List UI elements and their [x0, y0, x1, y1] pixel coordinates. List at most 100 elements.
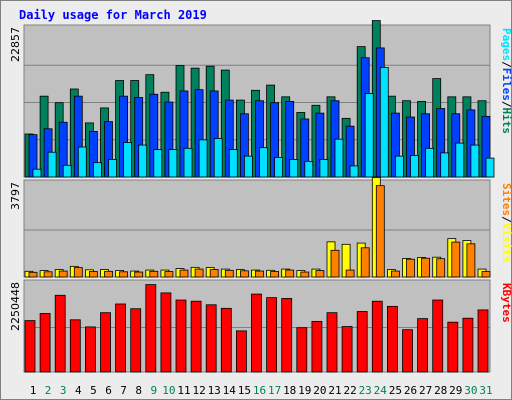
legend-entry: /	[500, 101, 512, 108]
series-kbytes	[24, 284, 489, 373]
day-label: 6	[105, 384, 112, 397]
bar-pages-day-19	[304, 160, 314, 178]
panel-legend: KBytes	[500, 283, 512, 323]
bar-sites-day-8	[134, 271, 144, 278]
day-label: 2	[45, 384, 52, 397]
day-label: 23	[359, 384, 372, 397]
bar-kbytes-day-28	[432, 299, 444, 373]
bar-kbytes-day-25	[386, 305, 398, 373]
bar-kbytes-day-7	[115, 303, 126, 373]
bar-sites-day-28	[436, 258, 446, 278]
panel-kbytes: 2250448 KBytes	[9, 279, 512, 373]
bar-pages-day-25	[394, 155, 404, 178]
bar-sites-day-18	[285, 269, 295, 278]
bar-kbytes-day-15	[235, 330, 247, 373]
bar-kbytes-day-21	[326, 312, 338, 373]
panel-max-label: 3797	[9, 182, 22, 210]
bar-kbytes-day-14	[220, 307, 232, 373]
day-label: 17	[268, 384, 281, 397]
day-label: 8	[135, 384, 142, 397]
day-label: 18	[283, 384, 296, 397]
day-label: 26	[404, 384, 417, 397]
bar-pages-day-8	[138, 144, 148, 178]
bar-sites-day-25	[390, 270, 400, 278]
bar-kbytes-day-27	[417, 318, 429, 373]
bar-kbytes-day-19	[296, 327, 308, 373]
day-label: 3	[60, 384, 67, 397]
bar-pages-day-29	[455, 142, 465, 178]
bar-sites-day-9	[149, 270, 159, 278]
bar-sites-day-11	[179, 269, 189, 278]
bar-sites-day-15	[239, 270, 249, 278]
bar-sites-day-26	[406, 258, 415, 278]
bar-sites-day-5	[89, 271, 98, 278]
bar-sites-day-6	[104, 270, 113, 278]
day-label: 12	[192, 384, 205, 397]
day-label: 5	[90, 384, 97, 397]
day-label: 15	[238, 384, 251, 397]
bar-kbytes-day-5	[85, 326, 96, 373]
bar-sites-day-21	[330, 249, 340, 278]
bar-pages-day-27	[425, 147, 435, 178]
panel-legend: Sites/Visits	[500, 183, 512, 263]
bar-pages-day-20	[319, 158, 329, 178]
panel-max-label: 22857	[9, 27, 22, 62]
day-label: 24	[374, 384, 388, 397]
bar-pages-day-9	[153, 149, 163, 178]
bar-pages-day-22	[349, 165, 359, 178]
bar-pages-day-4	[77, 146, 87, 178]
bar-pages-day-13	[213, 138, 223, 178]
legend-entry: Visits	[500, 223, 512, 263]
bar-kbytes-day-11	[175, 299, 187, 373]
bar-sites-day-30	[466, 243, 476, 278]
bar-pages-day-7	[123, 142, 132, 178]
day-label: 16	[253, 384, 266, 397]
bar-kbytes-day-17	[266, 297, 278, 373]
bar-pages-day-5	[93, 162, 102, 178]
bar-pages-day-10	[168, 149, 178, 178]
legend-entry: Hits	[500, 108, 512, 135]
bar-pages-day-6	[108, 158, 117, 178]
bar-sites-day-24	[375, 185, 385, 278]
bar-pages-day-3	[62, 164, 72, 178]
bar-sites-day-17	[270, 271, 280, 278]
bar-pages-day-21	[334, 138, 344, 178]
day-label: 22	[343, 384, 356, 397]
bar-kbytes-day-16	[251, 293, 262, 373]
bar-kbytes-day-6	[100, 312, 111, 373]
chart-title: Daily usage for March 2019	[19, 8, 207, 22]
bar-kbytes-day-31	[477, 309, 489, 373]
bar-kbytes-day-22	[341, 326, 353, 373]
panel-legend: Pages/Files/Hits	[500, 28, 512, 134]
bar-pages-day-14	[228, 149, 238, 178]
bar-pages-day-16	[259, 147, 268, 178]
bar-pages-day-23	[364, 93, 374, 178]
day-label: 4	[75, 384, 82, 397]
bar-kbytes-day-2	[39, 313, 51, 373]
bar-pages-day-24	[379, 67, 389, 178]
bar-sites-day-10	[164, 271, 174, 278]
bar-kbytes-day-10	[160, 292, 172, 373]
bar-kbytes-day-9	[145, 284, 157, 373]
day-label: 27	[419, 384, 432, 397]
bar-kbytes-day-4	[69, 319, 81, 373]
bar-kbytes-day-1	[24, 320, 36, 373]
bar-sites-day-20	[315, 270, 325, 278]
legend-entry: KBytes	[500, 283, 512, 323]
bar-pages-day-31	[485, 157, 495, 178]
bar-pages-day-1	[32, 168, 42, 178]
bar-sites-day-14	[224, 269, 234, 278]
bar-sites-day-31	[481, 271, 491, 278]
bar-pages-day-28	[440, 152, 450, 178]
day-label: 29	[449, 384, 462, 397]
day-label: 1	[30, 384, 37, 397]
day-label: 10	[162, 384, 175, 397]
bar-sites-day-1	[28, 271, 38, 278]
bar-pages-day-15	[243, 155, 253, 178]
panel-traffic: 22857 Pages/Files/Hits	[9, 20, 512, 178]
day-label: 7	[120, 384, 127, 397]
bar-pages-day-11	[183, 147, 193, 178]
bar-sites-day-19	[300, 271, 310, 278]
bar-sites-day-12	[194, 268, 204, 278]
bar-kbytes-day-30	[462, 317, 474, 373]
